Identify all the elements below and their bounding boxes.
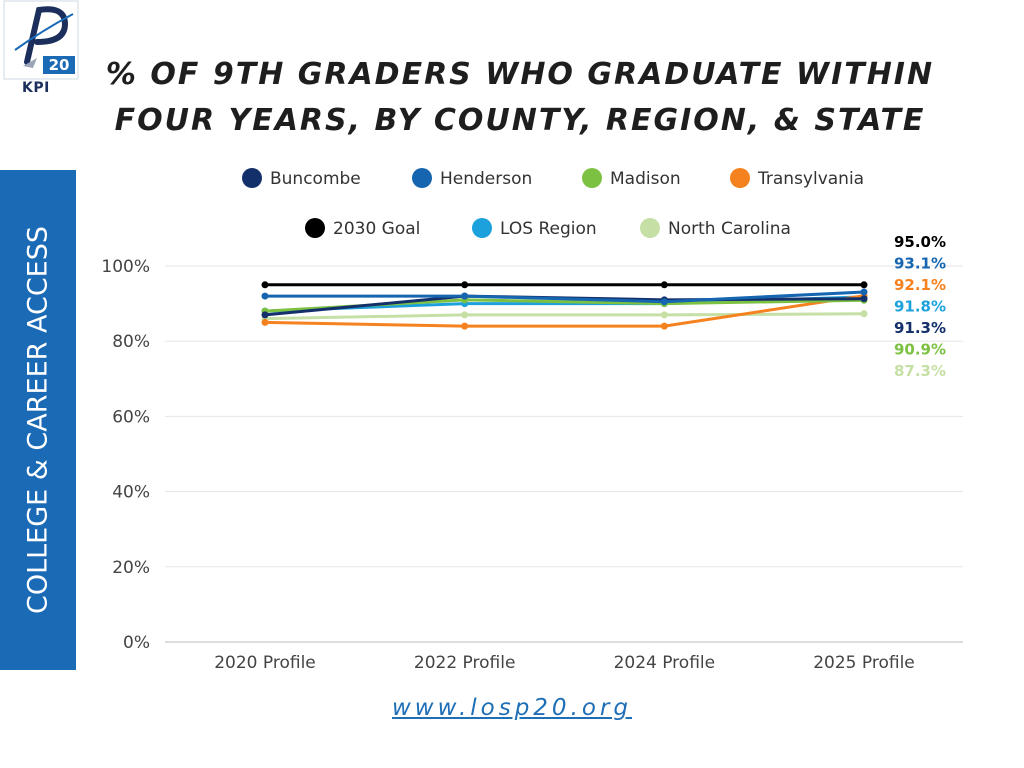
- series-line: [265, 290, 865, 304]
- data-point: [860, 310, 868, 318]
- data-point: [461, 292, 469, 300]
- y-tick-label: 20%: [112, 558, 150, 578]
- legend-label: Transylvania: [757, 169, 864, 189]
- data-point: [461, 311, 469, 319]
- legend-label: LOS Region: [500, 219, 597, 239]
- data-point: [660, 298, 668, 306]
- legend-label: 2030 Goal: [333, 219, 420, 239]
- legend-marker: [582, 168, 602, 188]
- chart-title: % OF 9TH GRADERS WHO GRADUATE WITHIN FOU…: [105, 57, 935, 138]
- legend-label: Buncombe: [270, 169, 361, 189]
- data-label: 90.9%: [894, 341, 946, 359]
- logo-badge-text: 20: [49, 56, 70, 74]
- y-tick-label: 60%: [112, 407, 150, 427]
- data-label: 95.0%: [894, 233, 946, 251]
- x-tick-label: 2025 Profile: [813, 653, 915, 673]
- data-point: [261, 311, 269, 319]
- y-tick-label: 0%: [123, 633, 150, 653]
- x-tick-label: 2022 Profile: [414, 653, 516, 673]
- legend-marker: [305, 218, 325, 238]
- data-point: [261, 318, 269, 326]
- y-tick-label: 80%: [112, 332, 150, 352]
- x-tick-label: 2024 Profile: [614, 653, 716, 673]
- data-point: [461, 322, 469, 330]
- data-point: [261, 281, 269, 289]
- logo-subtitle: KPI: [22, 80, 50, 96]
- legend-label: Henderson: [440, 169, 532, 189]
- section-side-bar: COLLEGE & CAREER ACCESS: [0, 170, 76, 670]
- data-label: 91.3%: [894, 319, 946, 337]
- data-point: [261, 292, 269, 300]
- y-tick-label: 100%: [101, 257, 150, 277]
- data-point: [860, 288, 868, 296]
- legend-label: Madison: [610, 169, 681, 189]
- x-tick-label: 2020 Profile: [214, 653, 316, 673]
- data-point: [660, 311, 668, 319]
- p20-logo-icon: 20: [3, 0, 79, 80]
- line-chart: 0% 20% 40% 60% 80% 100% 2020 Profile 2022 Profi…: [101, 168, 963, 673]
- website-link[interactable]: www.losp20.org: [391, 695, 633, 721]
- series-line: [264, 294, 865, 328]
- legend-marker: [412, 168, 432, 188]
- legend-marker: [242, 168, 262, 188]
- data-label: 92.1%: [894, 276, 946, 294]
- legend-marker: [472, 218, 492, 238]
- legend-label: North Carolina: [668, 219, 791, 239]
- data-point: [860, 281, 868, 289]
- kpi-logo: 20: [3, 0, 79, 96]
- data-point: [461, 281, 469, 289]
- series-line: [264, 312, 865, 321]
- legend-marker: [730, 168, 750, 188]
- data-point: [860, 295, 868, 303]
- data-point: [660, 322, 668, 330]
- section-label: COLLEGE & CAREER ACCESS: [22, 225, 54, 615]
- data-label: 87.3%: [894, 362, 946, 380]
- data-label: 93.1%: [894, 255, 946, 273]
- data-label: 91.8%: [894, 298, 946, 316]
- y-tick-label: 40%: [112, 483, 150, 503]
- legend-marker: [640, 218, 660, 238]
- data-point: [660, 281, 668, 289]
